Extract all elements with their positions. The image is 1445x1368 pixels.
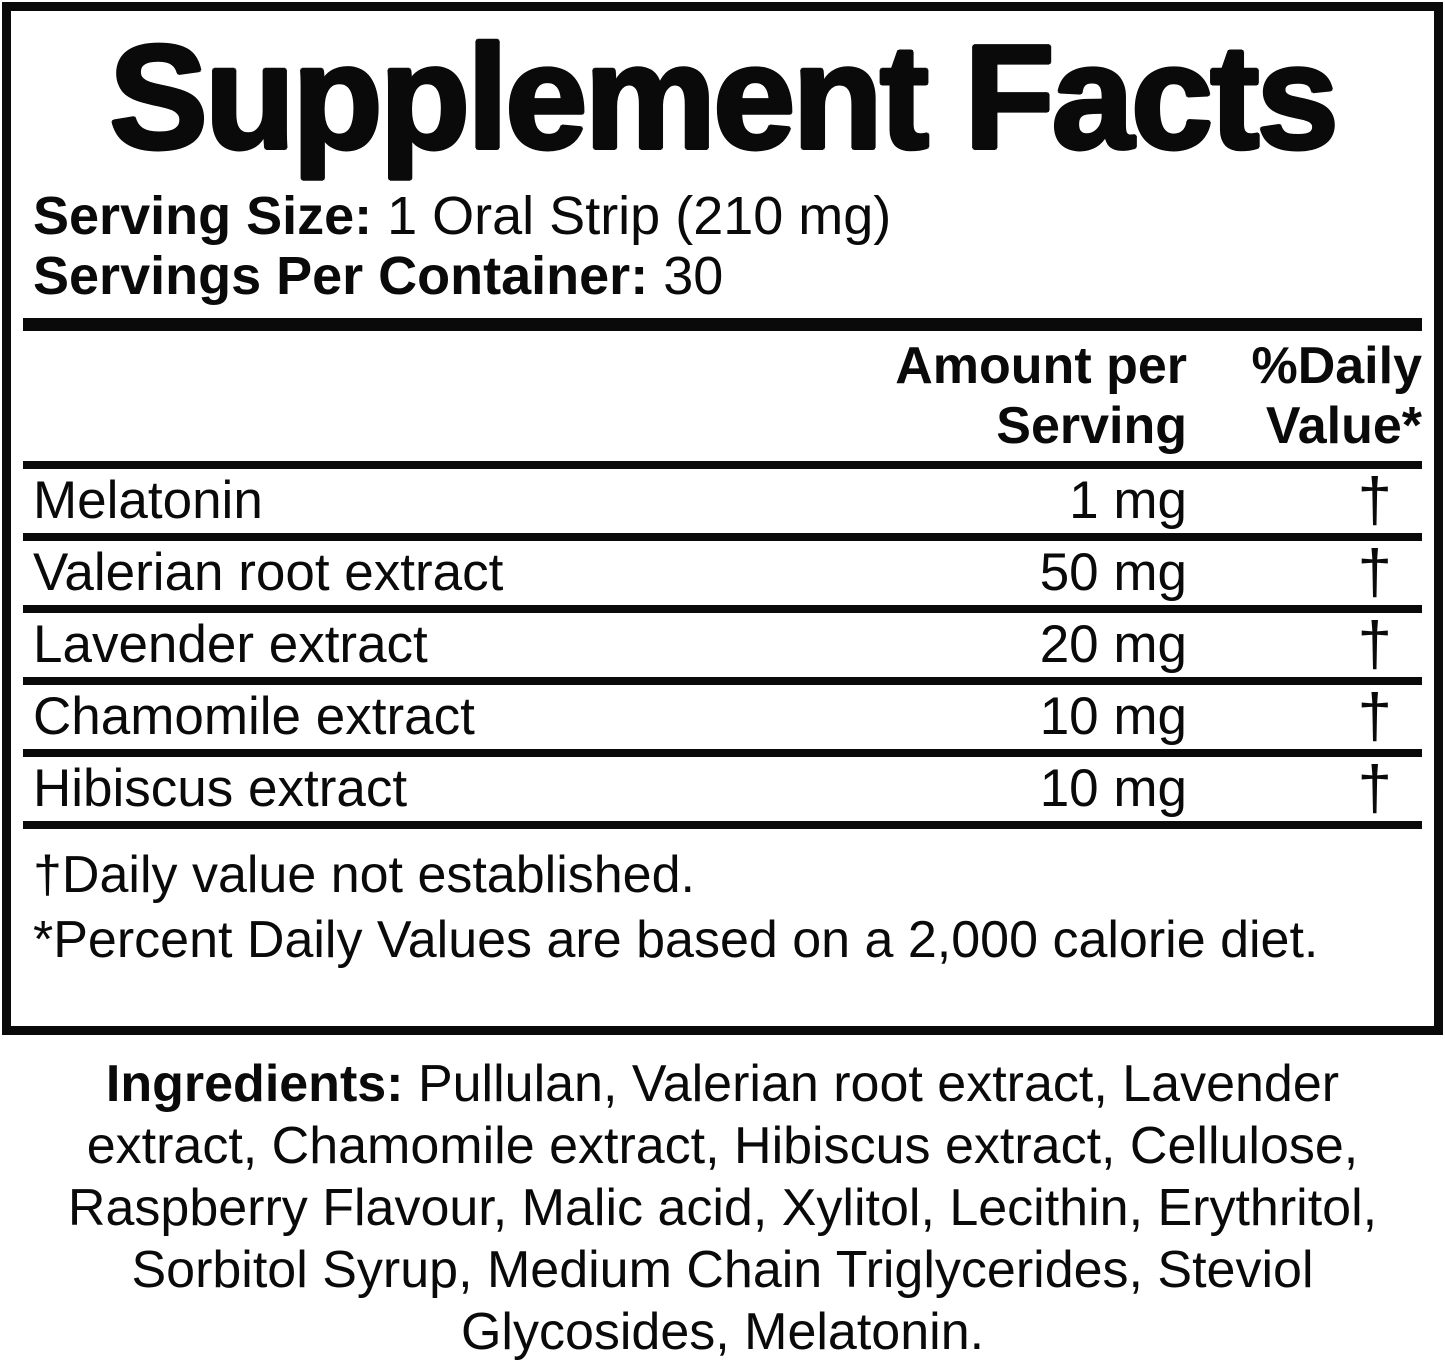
table-row: Valerian root extract 50 mg † bbox=[23, 541, 1422, 613]
serving-size-value: 1 Oral Strip (210 mg) bbox=[387, 185, 892, 246]
row-daily-value: † bbox=[1357, 465, 1392, 535]
servings-per-container-line: Servings Per Container: 30 bbox=[33, 246, 1422, 306]
table-row: Chamomile extract 10 mg † bbox=[23, 685, 1422, 757]
ingredients-text: Pullulan, Valerian root extract, Lavende… bbox=[67, 1055, 1378, 1361]
daily-value-header: %Daily Value* bbox=[1187, 336, 1422, 456]
row-name: Melatonin bbox=[33, 471, 263, 531]
footnote-percent-dv: *Percent Daily Values are based on a 2,0… bbox=[33, 910, 1319, 969]
amount-per-serving-header: Amount per Serving bbox=[895, 336, 1187, 456]
row-amount: 1 mg bbox=[1069, 471, 1187, 531]
row-daily-value: † bbox=[1357, 609, 1392, 679]
servings-per-container-label: Servings Per Container: bbox=[33, 245, 649, 306]
dv-header-line1: %Daily bbox=[1251, 336, 1422, 395]
supplement-facts-panel: Supplement Facts Serving Size: 1 Oral St… bbox=[2, 2, 1443, 1035]
row-amount: 50 mg bbox=[1039, 543, 1187, 603]
row-daily-value: † bbox=[1357, 753, 1392, 823]
ingredients-label: Ingredients: bbox=[105, 1055, 404, 1113]
amount-header-line1: Amount per bbox=[895, 336, 1187, 395]
panel-title: Supplement Facts bbox=[109, 15, 1339, 180]
row-name: Chamomile extract bbox=[33, 687, 475, 747]
footnotes: †Daily value not established. *Percent D… bbox=[23, 829, 1422, 973]
servings-per-container-value: 30 bbox=[663, 245, 724, 306]
serving-size-label: Serving Size: bbox=[33, 185, 373, 246]
divider-header bbox=[23, 460, 1422, 469]
row-amount: 10 mg bbox=[1039, 759, 1187, 819]
column-headers: Amount per Serving %Daily Value* bbox=[23, 331, 1422, 461]
row-amount: 20 mg bbox=[1039, 615, 1187, 675]
row-name: Hibiscus extract bbox=[33, 759, 408, 819]
row-daily-value: † bbox=[1357, 681, 1392, 751]
table-row: Melatonin 1 mg † bbox=[23, 469, 1422, 541]
dv-header-line2: Value* bbox=[1265, 396, 1422, 455]
table-row: Lavender extract 20 mg † bbox=[23, 613, 1422, 685]
footnote-dagger: †Daily value not established. bbox=[33, 845, 695, 904]
row-daily-value: † bbox=[1357, 537, 1392, 607]
row-name: Valerian root extract bbox=[33, 543, 504, 603]
amount-header-line2: Serving bbox=[996, 396, 1187, 455]
row-name: Lavender extract bbox=[33, 615, 428, 675]
divider-thick-top bbox=[23, 317, 1422, 331]
row-amount: 10 mg bbox=[1039, 687, 1187, 747]
ingredients-paragraph: Ingredients: Pullulan, Valerian root ext… bbox=[0, 1053, 1445, 1363]
serving-info: Serving Size: 1 Oral Strip (210 mg) Serv… bbox=[23, 186, 1422, 306]
serving-size-line: Serving Size: 1 Oral Strip (210 mg) bbox=[33, 186, 1422, 246]
table-row: Hibiscus extract 10 mg † bbox=[23, 757, 1422, 829]
